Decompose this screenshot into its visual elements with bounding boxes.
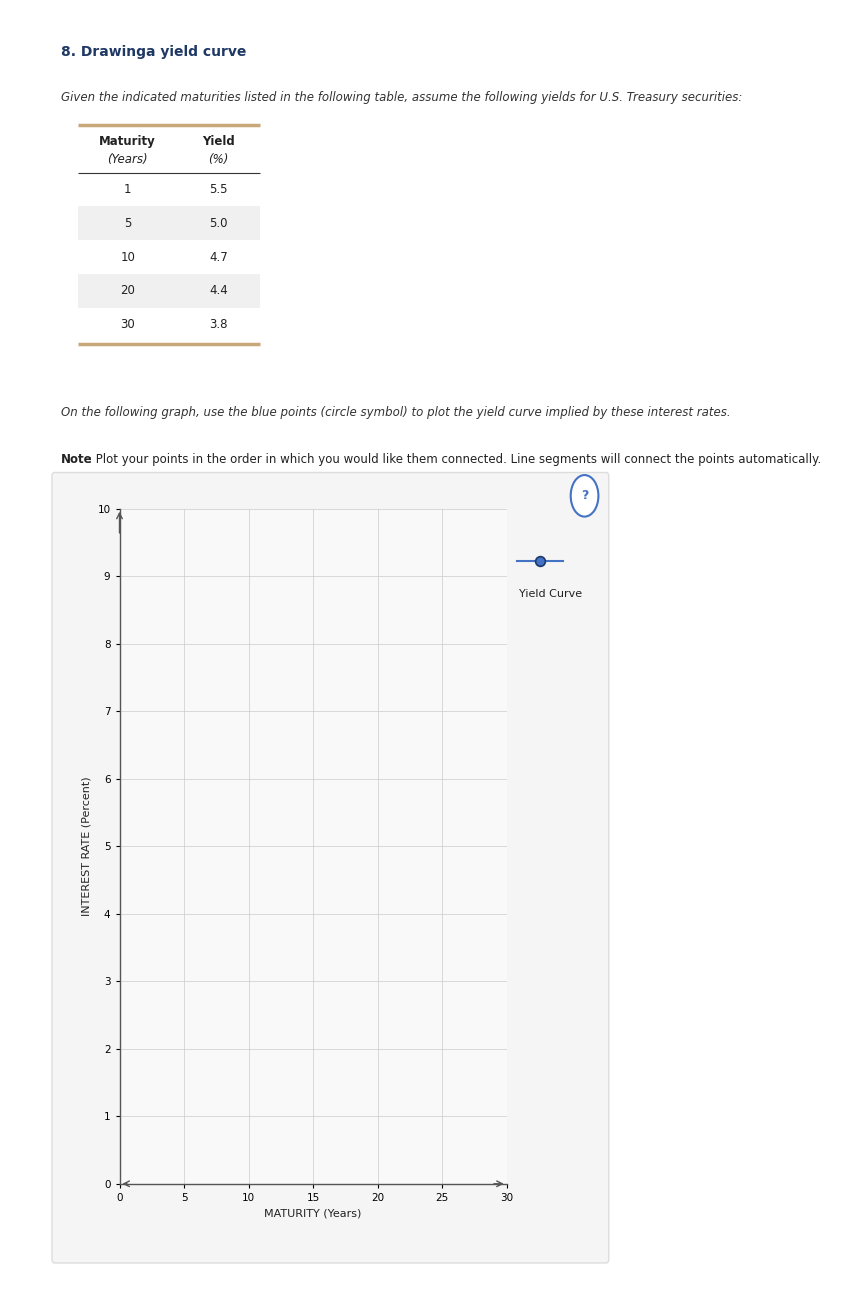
FancyBboxPatch shape — [52, 472, 609, 1263]
Text: 30: 30 — [120, 318, 135, 331]
Bar — [78, 240, 260, 274]
Bar — [78, 274, 260, 308]
Text: 10: 10 — [120, 251, 135, 263]
Text: (%): (%) — [209, 153, 229, 166]
Text: Maturity: Maturity — [100, 135, 156, 148]
Text: Yield Curve: Yield Curve — [519, 589, 582, 600]
Text: 4.7: 4.7 — [210, 251, 228, 263]
Ellipse shape — [571, 475, 598, 517]
X-axis label: MATURITY (Years): MATURITY (Years) — [264, 1208, 362, 1219]
Text: 5.0: 5.0 — [210, 217, 228, 230]
Text: (Years): (Years) — [107, 153, 148, 166]
Text: On the following graph, use the blue points (circle symbol) to plot the yield cu: On the following graph, use the blue poi… — [61, 406, 730, 419]
Text: Given the indicated maturities listed in the following table, assume the followi: Given the indicated maturities listed in… — [61, 91, 742, 104]
Text: 5.5: 5.5 — [210, 183, 228, 196]
Bar — [78, 173, 260, 206]
Text: ?: ? — [581, 489, 588, 502]
Text: : Plot your points in the order in which you would like them connected. Line seg: : Plot your points in the order in which… — [88, 453, 822, 466]
Bar — [78, 308, 260, 341]
Text: 8. Drawinga yield curve: 8. Drawinga yield curve — [61, 45, 246, 60]
Text: 20: 20 — [120, 284, 135, 297]
Y-axis label: INTEREST RATE (Percent): INTEREST RATE (Percent) — [81, 776, 92, 916]
Text: 3.8: 3.8 — [210, 318, 228, 331]
Bar — [78, 206, 260, 240]
Text: 5: 5 — [124, 217, 132, 230]
Text: 4.4: 4.4 — [210, 284, 228, 297]
Text: Yield: Yield — [203, 135, 235, 148]
Text: 1: 1 — [124, 183, 132, 196]
Text: Note: Note — [61, 453, 93, 466]
